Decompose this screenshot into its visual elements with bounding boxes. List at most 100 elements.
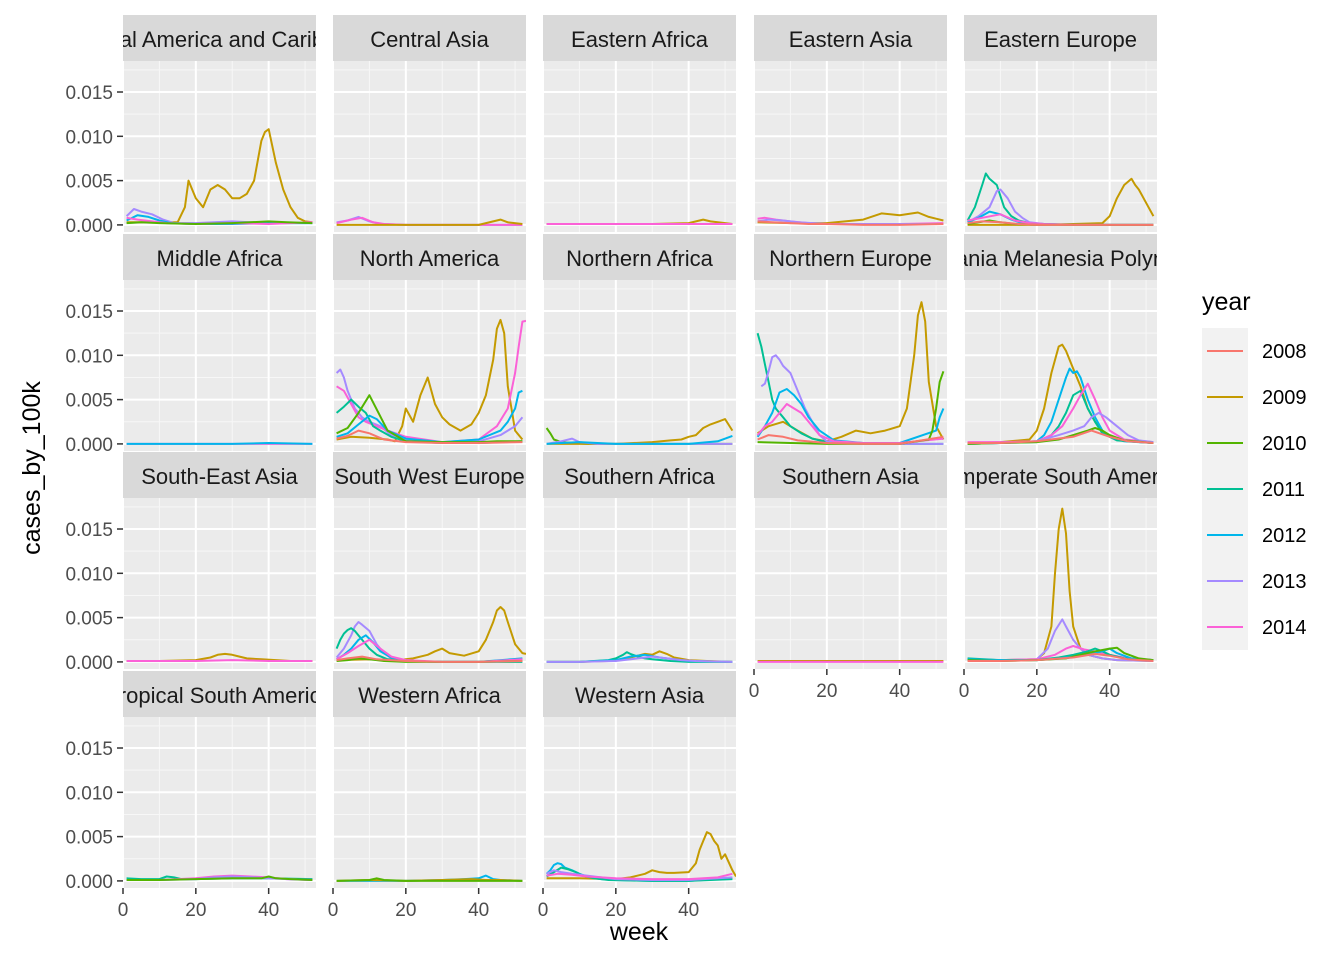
facet-strip — [123, 452, 316, 498]
facet-panel: Southern Asia — [753, 452, 947, 669]
panel-background — [964, 61, 1157, 232]
x-tick-label: 0 — [959, 681, 970, 702]
facet-strip-label: Tropical South America — [106, 683, 333, 708]
legend: year 2008 2009 2010 2011 2012 2013 2014 — [1202, 288, 1307, 650]
facet-strip-label: Northern Africa — [566, 246, 713, 271]
panel-background — [543, 61, 736, 232]
series-line-2010 — [336, 394, 523, 444]
series-line-2013 — [546, 655, 733, 663]
facet-strip-label: Eastern Africa — [571, 27, 709, 52]
facet-panel: Southern Africa — [542, 452, 736, 669]
series-line-2008 — [336, 655, 523, 663]
facet-strip-label: Temperate South America — [934, 464, 1188, 489]
x-tick-label: 40 — [468, 900, 489, 921]
legend-label: 2011 — [1262, 479, 1305, 501]
facet-strip — [543, 15, 736, 61]
facet-strip-label: South West Europe — [334, 464, 524, 489]
panel-background — [123, 280, 316, 451]
facet-panel: Eastern Europe — [963, 15, 1157, 232]
x-tick-label: 20 — [395, 900, 416, 921]
facet-strip-label: Southern Asia — [782, 464, 920, 489]
facet-strip — [333, 15, 526, 61]
legend-entries: 2008 2009 2010 2011 2012 2013 2014 — [1202, 328, 1307, 650]
facet-panel: Central America and Caribbean — [66, 15, 373, 232]
legend-label: 2014 — [1262, 617, 1307, 639]
y-tick-label: 0.005 — [65, 828, 113, 849]
facet-panel: North America — [332, 234, 526, 451]
panel-background — [543, 717, 736, 888]
x-tick-label: 0 — [749, 681, 760, 702]
y-tick-label: 0.000 — [65, 435, 113, 456]
x-tick-label: 0 — [538, 900, 549, 921]
series-group — [757, 211, 944, 226]
facet-strip-label: Central America and Caribbean — [66, 27, 373, 52]
facet-strip — [123, 15, 316, 61]
facet-panel: Central Asia — [332, 15, 526, 232]
panel-background — [333, 717, 526, 888]
facet-strip — [333, 234, 526, 280]
facet-panel: Oceania Melanesia Polynesia — [963, 234, 1157, 451]
y-tick-label: 0.015 — [65, 302, 113, 323]
x-tick-label: 20 — [1026, 681, 1047, 702]
facet-strip — [123, 234, 316, 280]
legend-label: 2013 — [1262, 571, 1307, 593]
facet-panel: Northern Africa — [542, 234, 736, 451]
series-line-2008 — [967, 652, 1154, 662]
x-tick-label: 40 — [678, 900, 699, 921]
legend-label: 2009 — [1262, 387, 1307, 409]
legend-label: 2012 — [1262, 525, 1307, 547]
y-tick-label: 0.010 — [65, 783, 113, 804]
axes-layer: 0.000 0.005 0.010 0.015 0.000 0.005 0.010 0.015… — [65, 83, 1120, 921]
legend-label: 2010 — [1262, 433, 1307, 455]
series-group — [546, 218, 733, 225]
panel-background — [543, 498, 736, 669]
y-axis-title: cases_by_100k — [18, 381, 46, 555]
legend-label: 2008 — [1262, 341, 1307, 363]
x-tick-label: 40 — [1099, 681, 1120, 702]
series-line-2013 — [335, 368, 524, 444]
y-tick-label: 0.010 — [65, 127, 113, 148]
y-tick-label: 0.005 — [65, 391, 113, 412]
series-line-2014 — [546, 872, 733, 881]
panel-background — [754, 498, 947, 669]
panel-background — [754, 61, 947, 232]
facet-panel: Tropical South America — [106, 671, 333, 888]
panel-background — [123, 498, 316, 669]
y-tick-label: 0.010 — [65, 564, 113, 585]
series-group — [336, 215, 523, 226]
series-line-2009 — [336, 606, 526, 662]
series-line-2008 — [336, 429, 523, 444]
facet-strip — [333, 671, 526, 717]
facet-strip-label: Eastern Europe — [984, 27, 1137, 52]
series-line-2014 — [126, 659, 313, 662]
series-line-2012 — [126, 442, 313, 445]
series-group — [126, 442, 313, 445]
facet-strip — [964, 15, 1157, 61]
y-tick-label: 0.010 — [65, 346, 113, 367]
facet-strip — [754, 234, 947, 280]
facet-strip-label: Middle Africa — [157, 246, 284, 271]
series-line-2008 — [757, 220, 944, 226]
series-line-2010 — [126, 875, 313, 881]
x-tick-label: 40 — [889, 681, 910, 702]
x-tick-label: 20 — [185, 900, 206, 921]
facet-panel: South-East Asia — [122, 452, 316, 669]
facet-panel: Northern Europe — [753, 234, 947, 451]
facet-strip-label: Central Asia — [370, 27, 489, 52]
facet-strip — [543, 671, 736, 717]
panel-background — [123, 717, 316, 888]
facet-strip — [754, 452, 947, 498]
series-group — [967, 343, 1154, 445]
x-tick-label: 20 — [605, 900, 626, 921]
facet-panel: Middle Africa — [122, 234, 316, 451]
series-line-2010 — [126, 220, 313, 225]
facet-panel: South West Europe — [332, 452, 526, 669]
x-tick-label: 20 — [816, 681, 837, 702]
series-group — [545, 831, 736, 882]
panel-background — [333, 61, 526, 232]
series-group — [966, 172, 1155, 226]
series-group — [126, 652, 313, 662]
facet-strip-label: North America — [360, 246, 500, 271]
